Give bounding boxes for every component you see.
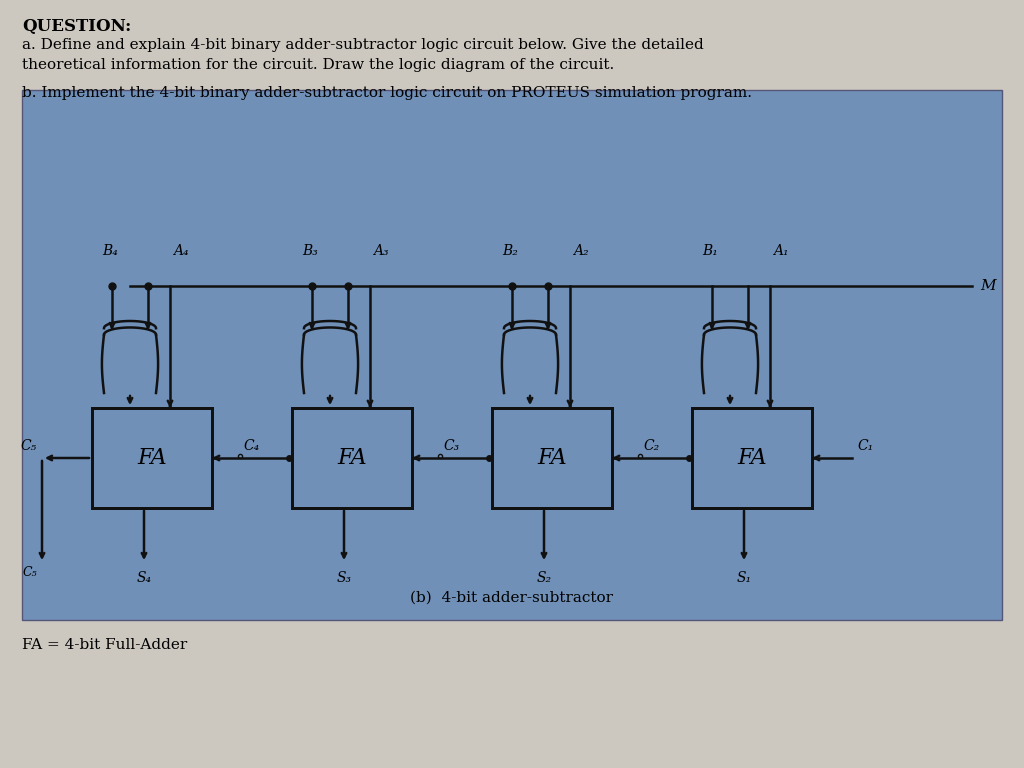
Text: A₂: A₂	[573, 244, 589, 258]
Text: FA: FA	[337, 447, 367, 469]
Text: FA: FA	[538, 447, 567, 469]
Bar	[292, 408, 412, 508]
Text: B₄: B₄	[102, 244, 118, 258]
Text: S₃: S₃	[337, 571, 351, 585]
Text: FA = 4-bit Full-Adder: FA = 4-bit Full-Adder	[22, 638, 187, 652]
Text: C₅: C₅	[20, 439, 37, 453]
Text: S₂: S₂	[537, 571, 552, 585]
Text: B₃: B₃	[302, 244, 317, 258]
Text: C₂: C₂	[644, 439, 660, 453]
Text: B₁: B₁	[702, 244, 718, 258]
Text: B₂: B₂	[502, 244, 518, 258]
Text: theoretical information for the circuit. Draw the logic diagram of the circuit.: theoretical information for the circuit.…	[22, 58, 614, 72]
Bar	[22, 90, 1002, 620]
Text: S₄: S₄	[136, 571, 152, 585]
Text: FA: FA	[137, 447, 167, 469]
Text: QUESTION:: QUESTION:	[22, 18, 131, 35]
Text: C₃: C₃	[443, 439, 460, 453]
Bar	[692, 408, 812, 508]
Text: A₄: A₄	[173, 244, 188, 258]
Text: M: M	[980, 279, 995, 293]
Text: b. Implement the 4-bit binary adder-subtractor logic circuit on PROTEUS simulati: b. Implement the 4-bit binary adder-subt…	[22, 86, 752, 100]
Text: a. Define and explain 4-bit binary adder-subtractor logic circuit below. Give th: a. Define and explain 4-bit binary adder…	[22, 38, 703, 52]
Text: (b)  4-bit adder-subtractor: (b) 4-bit adder-subtractor	[411, 591, 613, 605]
Text: A₁: A₁	[773, 244, 788, 258]
Text: C₅: C₅	[23, 566, 37, 579]
Text: A₃: A₃	[373, 244, 389, 258]
Text: C₁: C₁	[857, 439, 873, 453]
Text: FA: FA	[737, 447, 767, 469]
Bar	[492, 408, 612, 508]
Bar	[92, 408, 212, 508]
Text: S₁: S₁	[736, 571, 752, 585]
Text: C₄: C₄	[244, 439, 260, 453]
